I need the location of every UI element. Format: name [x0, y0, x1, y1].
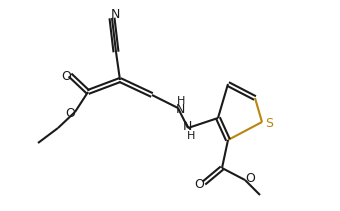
Text: N: N	[110, 8, 120, 20]
Text: O: O	[61, 69, 71, 83]
Text: H: H	[177, 96, 185, 106]
Text: H: H	[187, 131, 195, 141]
Text: O: O	[194, 179, 204, 192]
Text: O: O	[245, 172, 255, 184]
Text: N: N	[182, 120, 192, 134]
Text: S: S	[265, 116, 273, 130]
Text: O: O	[65, 107, 75, 119]
Text: N: N	[175, 103, 185, 115]
